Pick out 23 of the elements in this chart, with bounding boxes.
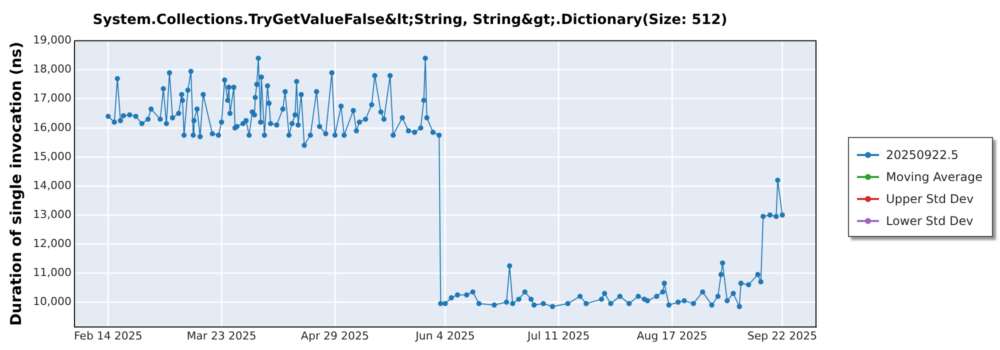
y-tick-label: 17,000 <box>32 92 72 105</box>
y-axis-title: Duration of single invocation (ns) <box>6 42 25 326</box>
x-tick-label: Sep 22 2025 <box>747 329 818 342</box>
x-tick-label: Apr 29 2025 <box>300 329 369 342</box>
x-tick-label: Jun 4 2025 <box>414 329 475 342</box>
y-tick-label: 14,000 <box>32 178 72 192</box>
chart-title: System.Collections.TryGetValueFalse&lt;String, String&gt;.Dictionary(Size: 512) <box>92 12 728 28</box>
x-tick-label: Aug 17 2025 <box>636 329 708 342</box>
legend-label: Lower Std Dev <box>886 214 974 228</box>
y-tick-label: 12,000 <box>32 236 72 250</box>
legend-label: Moving Average <box>886 170 982 184</box>
y-tick-label: 18,000 <box>32 62 72 76</box>
legend-label: 20250922.5 <box>886 148 959 162</box>
y-tick-label: 15,000 <box>32 150 72 163</box>
x-tick-label: Mar 23 2025 <box>186 329 256 342</box>
x-tick-label: Feb 14 2025 <box>74 329 142 342</box>
legend-label: Upper Std Dev <box>886 192 974 206</box>
y-tick-label: 16,000 <box>32 120 72 134</box>
y-tick-label: 10,000 <box>32 294 72 308</box>
y-tick-label: 13,000 <box>32 208 72 221</box>
x-tick-label: Jul 11 2025 <box>526 329 590 342</box>
y-tick-label: 11,000 <box>32 266 72 279</box>
y-tick-label: 19,000 <box>32 34 72 47</box>
